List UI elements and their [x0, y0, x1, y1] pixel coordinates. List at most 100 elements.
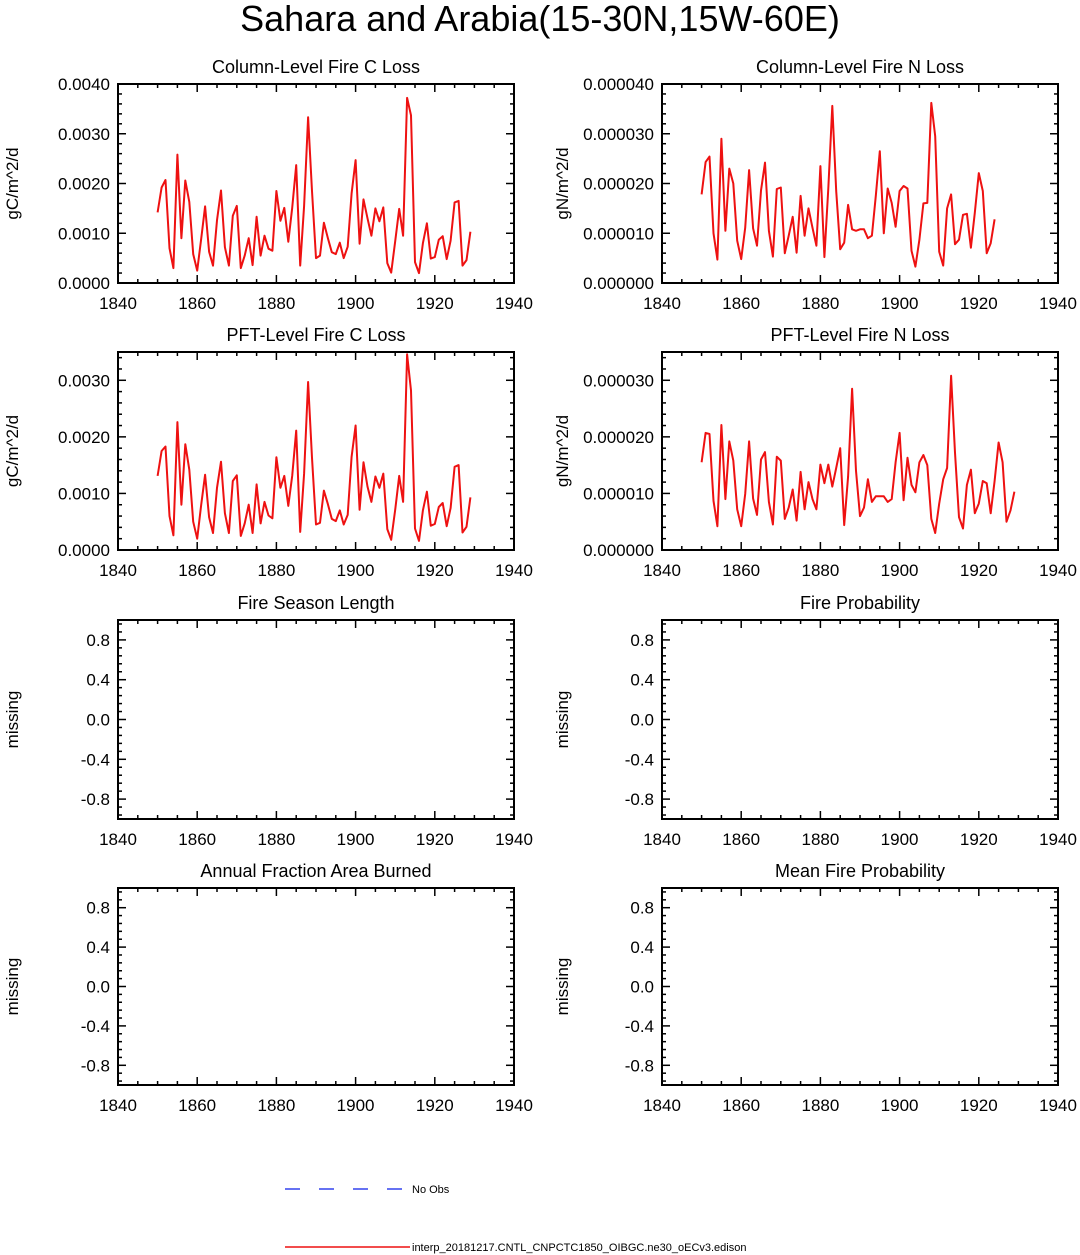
- x-tick-label: 1860: [178, 294, 216, 313]
- x-tick-label: 1900: [881, 1096, 919, 1115]
- y-axis-label: missing: [3, 958, 22, 1016]
- x-tick-label: 1920: [416, 830, 454, 849]
- x-tick-label: 1900: [881, 561, 919, 580]
- y-axis-label: gN/m^2/d: [553, 415, 572, 487]
- x-tick-label: 1880: [257, 561, 295, 580]
- x-tick-label: 1940: [1039, 830, 1077, 849]
- y-tick-label: 0.0030: [58, 125, 110, 144]
- x-tick-label: 1860: [722, 830, 760, 849]
- y-tick-label: 0.000010: [583, 484, 654, 503]
- y-tick-label: 0.0010: [58, 484, 110, 503]
- x-tick-label: 1920: [416, 294, 454, 313]
- y-tick-label: 0.000000: [583, 541, 654, 560]
- panel-title: Mean Fire Probability: [775, 861, 945, 881]
- y-tick-label: 0.0: [86, 978, 110, 997]
- plot-frame: [661, 887, 1059, 1086]
- x-tick-label: 1940: [495, 830, 533, 849]
- x-tick-label: 1840: [643, 830, 681, 849]
- panel-title: PFT-Level Fire C Loss: [226, 325, 405, 345]
- x-tick-label: 1840: [99, 1096, 137, 1115]
- series-line: [156, 353, 472, 542]
- y-tick-label: 0.0010: [58, 224, 110, 243]
- y-tick-label: 0.000020: [583, 175, 654, 194]
- x-tick-label: 1860: [178, 830, 216, 849]
- x-tick-label: 1860: [178, 1096, 216, 1115]
- y-tick-label: 0.8: [86, 899, 110, 918]
- panel-6: 1840 1860 1880 1900 1920 1940 -0.8 -0.4 0.0 0.4 0.…: [553, 593, 1077, 849]
- x-tick-label: 1880: [257, 294, 295, 313]
- y-tick-label: -0.8: [625, 1056, 654, 1075]
- x-tick-label: 1920: [960, 830, 998, 849]
- y-tick-label: -0.8: [625, 790, 654, 809]
- panel-4: 1840 1860 1880 1900 1920 1940 0.000000 0.000010…: [553, 325, 1077, 580]
- y-axis-label: gC/m^2/d: [3, 147, 22, 219]
- y-tick-label: 0.4: [86, 671, 110, 690]
- x-tick-label: 1920: [960, 561, 998, 580]
- panel-title: Fire Probability: [800, 593, 920, 613]
- x-tick-label: 1900: [337, 830, 375, 849]
- x-tick-label: 1940: [1039, 561, 1077, 580]
- y-tick-label: 0.0: [630, 978, 654, 997]
- series-line: [700, 101, 996, 268]
- y-tick-label: -0.4: [81, 750, 110, 769]
- x-tick-label: 1940: [1039, 1096, 1077, 1115]
- x-tick-label: 1920: [960, 1096, 998, 1115]
- x-tick-label: 1840: [99, 830, 137, 849]
- legend-label-no-obs: No Obs: [412, 1184, 450, 1196]
- x-tick-label: 1840: [643, 294, 681, 313]
- x-tick-label: 1900: [881, 830, 919, 849]
- y-tick-label: 0.0020: [58, 175, 110, 194]
- y-tick-label: 0.000040: [583, 75, 654, 94]
- plot-frame: [117, 619, 515, 820]
- series-line: [156, 96, 472, 275]
- x-tick-label: 1880: [801, 1096, 839, 1115]
- x-tick-label: 1860: [722, 294, 760, 313]
- x-tick-label: 1840: [643, 1096, 681, 1115]
- y-tick-label: 0.8: [630, 899, 654, 918]
- panel-title: Fire Season Length: [237, 593, 394, 613]
- panel-8: 1840 1860 1880 1900 1920 1940 -0.8 -0.4 0.0 0.4 0.…: [553, 861, 1077, 1115]
- y-tick-label: 0.0020: [58, 428, 110, 447]
- panel-title: PFT-Level Fire N Loss: [770, 325, 949, 345]
- x-tick-label: 1900: [337, 294, 375, 313]
- panel-title: Column-Level Fire C Loss: [212, 57, 420, 77]
- panel-title: Annual Fraction Area Burned: [200, 861, 431, 881]
- x-tick-label: 1840: [99, 294, 137, 313]
- x-tick-label: 1920: [416, 561, 454, 580]
- x-tick-label: 1880: [801, 830, 839, 849]
- y-tick-label: 0.4: [630, 938, 654, 957]
- plot-frame: [661, 619, 1059, 820]
- x-tick-label: 1900: [337, 1096, 375, 1115]
- x-tick-label: 1880: [257, 1096, 295, 1115]
- panel-7: 1840 1860 1880 1900 1920 1940 -0.8 -0.4 0.0 0.4 0.…: [3, 861, 533, 1115]
- y-tick-label: 0.000020: [583, 428, 654, 447]
- panel-1: 1840 1860 1880 1900 1920 1940 0.0000 0.0010 0.00…: [3, 57, 533, 313]
- x-tick-label: 1940: [1039, 294, 1077, 313]
- x-tick-label: 1920: [960, 294, 998, 313]
- y-tick-label: -0.4: [81, 1017, 110, 1036]
- x-tick-label: 1860: [722, 1096, 760, 1115]
- x-tick-label: 1940: [495, 1096, 533, 1115]
- y-tick-label: -0.8: [81, 1056, 110, 1075]
- y-axis-label: missing: [553, 691, 572, 749]
- y-tick-label: 0.0: [86, 711, 110, 730]
- y-tick-label: 0.000010: [583, 224, 654, 243]
- panel-5: 1840 1860 1880 1900 1920 1940 -0.8 -0.4 0.0 0.4 0.…: [3, 593, 533, 849]
- y-tick-label: 0.0: [630, 711, 654, 730]
- x-tick-label: 1880: [257, 830, 295, 849]
- legend: No Obs interp_20181217.CNTL_CNPCTC1850_OI…: [285, 1184, 746, 1254]
- plot-frame: [117, 887, 515, 1086]
- x-tick-label: 1840: [99, 561, 137, 580]
- y-axis-label: gN/m^2/d: [553, 147, 572, 219]
- figure-title: Sahara and Arabia(15-30N,15W-60E): [240, 0, 840, 39]
- y-axis-label: missing: [553, 958, 572, 1016]
- x-tick-label: 1900: [337, 561, 375, 580]
- x-tick-label: 1860: [722, 561, 760, 580]
- y-tick-label: 0.0000: [58, 541, 110, 560]
- x-tick-label: 1900: [881, 294, 919, 313]
- x-tick-label: 1940: [495, 294, 533, 313]
- y-tick-label: 0.000000: [583, 274, 654, 293]
- y-tick-label: 0.8: [86, 631, 110, 650]
- series-line: [700, 374, 1016, 534]
- panel-3: 1840 1860 1880 1900 1920 1940 0.0000 0.0010 0.00…: [3, 325, 533, 580]
